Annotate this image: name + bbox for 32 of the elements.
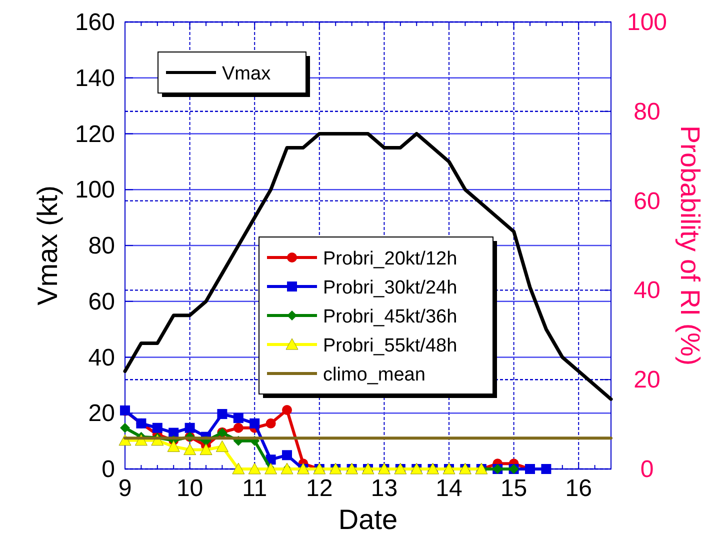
legend-label: climo_mean <box>323 364 426 386</box>
y-tick-label: 100 <box>74 176 115 204</box>
x-tick-label: 14 <box>436 475 462 502</box>
y-tick-label: 60 <box>88 288 115 316</box>
x-tick-label: 10 <box>176 475 204 502</box>
y-tick-label: 140 <box>74 64 115 92</box>
y-tick-label: 0 <box>102 456 115 483</box>
y-axis-title: Vmax (kt) <box>32 186 63 306</box>
x-tick-label: 9 <box>118 475 132 502</box>
legend-label: Probri_55kt/48h <box>323 336 458 356</box>
x-tick-label: 15 <box>500 475 528 502</box>
y2-tick-label: 20 <box>634 366 660 394</box>
x-tick-label: 13 <box>370 475 398 502</box>
y2-tick-label: 80 <box>634 98 660 126</box>
y-tick-label: 40 <box>88 344 115 372</box>
y-tick-label: 80 <box>88 232 115 260</box>
y2-tick-label: 0 <box>640 456 654 483</box>
x-axis-title: Date <box>338 504 398 533</box>
x-tick-label: 16 <box>565 475 592 502</box>
x-tick-label: 12 <box>306 475 333 502</box>
legend-label: Probri_45kt/36h <box>323 306 458 328</box>
y-tick-label: 160 <box>74 9 115 36</box>
y2-tick-label: 40 <box>634 277 660 304</box>
y2-tick-label: 60 <box>634 188 660 215</box>
legend-label: Probri_30kt/24h <box>323 278 458 298</box>
legend-label: Probri_20kt/12h <box>323 248 458 270</box>
x-tick-label: 11 <box>242 475 268 502</box>
y-tick-label: 120 <box>74 120 115 148</box>
legend-label: Vmax <box>222 64 272 84</box>
y2-tick-label: 100 <box>626 9 668 36</box>
y-tick-label: 20 <box>88 400 115 428</box>
y2-axis-title: Probability of RI (%) <box>675 125 705 366</box>
